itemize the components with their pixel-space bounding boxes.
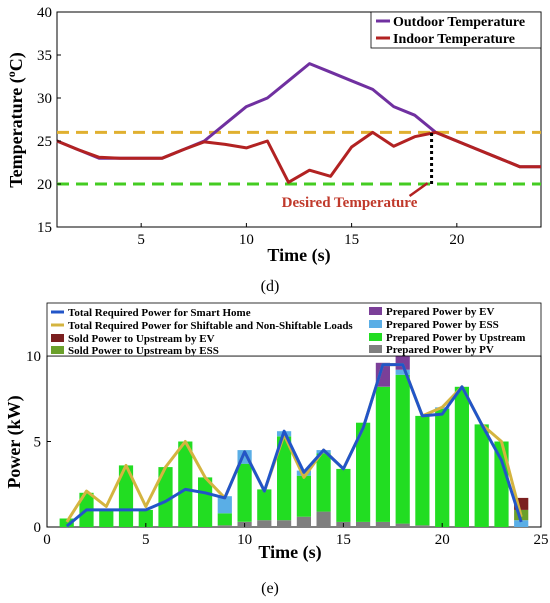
power-legend: Total Required Power for Smart Home Tota… (46, 302, 542, 357)
bar-segment-prepared-power-by-upstream (99, 509, 114, 527)
bar-segment-prepared-power-by-ev (395, 356, 410, 370)
bar-segment-prepared-power-by-upstream (138, 509, 153, 527)
annotation-pointer (408, 182, 429, 198)
bar-segment-prepared-power-by-pv (395, 523, 410, 527)
bar-segment-prepared-power-by-pv (375, 521, 390, 527)
bar-segment-prepared-power-by-upstream (356, 422, 371, 522)
temp-x-tick-label: 10 (239, 232, 254, 248)
bar-segment-prepared-power-by-pv (296, 516, 311, 527)
temp-y-tick-label: 30 (37, 91, 52, 107)
legend-sold-ev-swatch (51, 334, 64, 342)
bar-segment-prepared-power-by-pv (257, 520, 272, 527)
bar-segment-prepared-power-by-pv (277, 520, 292, 527)
legend-smart-home-label: Total Required Power for Smart Home (68, 307, 251, 319)
power-chart: 0 5 10 15 20 25 0 5 10 Time (s) Power (kW) Total… (4, 302, 549, 597)
bar-segment-prepared-power-by-pv (356, 521, 371, 527)
legend-sold-ess-label: Sold Power to Upstream by ESS (68, 345, 219, 357)
power-x-tick-label: 5 (142, 532, 150, 548)
legend-prepared-ev-swatch (369, 307, 382, 315)
temp-x-tick-label: 15 (344, 232, 359, 248)
bar-segment-prepared-power-by-upstream (257, 489, 272, 521)
temperature-y-axis-label: Temperature (oC) (4, 52, 27, 187)
bar-segment-prepared-power-by-upstream (316, 453, 331, 512)
legend-prepared-upstream-swatch (369, 333, 382, 341)
power-y-tick-label: 5 (34, 435, 42, 451)
bar-segment-prepared-power-by-upstream (178, 441, 193, 527)
legend-sold-ess-swatch (51, 346, 64, 354)
temp-y-tick-label: 20 (37, 177, 52, 193)
bar-segment-prepared-power-by-ess (514, 520, 529, 527)
legend-prepared-upstream-label: Prepared Power by Upstream (386, 332, 525, 344)
temperature-legend: Outdoor Temperature Indoor Temperature (370, 11, 542, 49)
power-x-tick-label: 20 (435, 532, 450, 548)
temperature-x-axis-label: Time (s) (267, 245, 330, 266)
power-y-tick-label: 10 (26, 349, 41, 365)
indoor-temperature-line (56, 130, 541, 184)
legend-prepared-ev-label: Prepared Power by EV (386, 306, 495, 318)
bar-segment-prepared-power-by-pv (415, 525, 430, 527)
legend-indoor-label: Indoor Temperature (393, 32, 515, 47)
bar-segment-prepared-power-by-ess (395, 369, 410, 375)
desired-temperature-annotation: Desired Temperature (282, 195, 418, 211)
legend-outdoor-label: Outdoor Temperature (393, 15, 525, 30)
bar-segment-prepared-power-by-upstream (237, 463, 252, 522)
caption-e: (e) (261, 580, 279, 597)
bar-segment-prepared-power-by-upstream (158, 467, 173, 527)
bar-segment-prepared-power-by-upstream (454, 386, 469, 527)
legend-prepared-ess-label: Prepared Power by ESS (386, 319, 499, 331)
power-x-tick-label: 10 (237, 532, 252, 548)
temperature-legend-box (370, 11, 542, 49)
caption-d: (d) (261, 278, 280, 295)
bar-segment-prepared-power-by-ess (217, 496, 232, 514)
bar-segment-prepared-power-by-upstream (494, 441, 509, 527)
temp-x-tick-label: 5 (137, 232, 145, 248)
bar-segment-prepared-power-by-upstream (217, 513, 232, 526)
power-y-tick-label: 0 (34, 520, 42, 536)
power-y-axis-label: Power (kW) (4, 395, 25, 488)
bar-segment-prepared-power-by-upstream (198, 477, 213, 527)
legend-loads-label: Total Required Power for Shiftable and N… (68, 320, 353, 332)
legend-sold-ev-label: Sold Power to Upstream by EV (68, 333, 215, 345)
bar-segment-prepared-power-by-upstream (375, 386, 390, 522)
power-x-tick-label: 0 (43, 532, 51, 548)
temp-y-tick-label: 15 (37, 220, 52, 236)
legend-prepared-pv-label: Prepared Power by PV (386, 344, 494, 356)
power-x-tick-label: 15 (336, 532, 351, 548)
bar-segment-prepared-power-by-pv (316, 511, 331, 527)
bar-segment-prepared-power-by-upstream (474, 424, 489, 527)
temp-y-tick-label: 40 (37, 5, 52, 21)
loads-power-line (65, 363, 523, 523)
temp-x-tick-label: 20 (449, 232, 464, 248)
legend-prepared-ess-swatch (369, 320, 382, 328)
bar-segment-prepared-power-by-upstream (59, 518, 74, 527)
power-x-tick-label: 25 (534, 532, 549, 548)
bar-segment-prepared-power-by-pv (217, 525, 232, 527)
legend-prepared-pv-swatch (369, 345, 382, 353)
temperature-chart: 5 10 15 20 15 20 25 30 35 40 Time (s) Temperature… (4, 5, 542, 295)
bar-segment-prepared-power-by-upstream (277, 436, 292, 521)
bar-segment-prepared-power-by-upstream (296, 475, 311, 517)
smart-home-power-line (65, 363, 523, 528)
bar-segment-prepared-power-by-upstream (118, 465, 134, 527)
bar-segment-prepared-power-by-upstream (395, 374, 410, 524)
bar-segment-prepared-power-by-upstream (435, 409, 450, 527)
bar-segment-prepared-power-by-upstream (336, 468, 351, 522)
bar-segment-prepared-power-by-upstream (415, 415, 430, 526)
temp-y-tick-label: 35 (37, 48, 52, 64)
power-x-axis-label: Time (s) (258, 542, 321, 563)
temp-y-tick-label: 25 (37, 134, 52, 150)
power-legend-box (46, 302, 542, 357)
